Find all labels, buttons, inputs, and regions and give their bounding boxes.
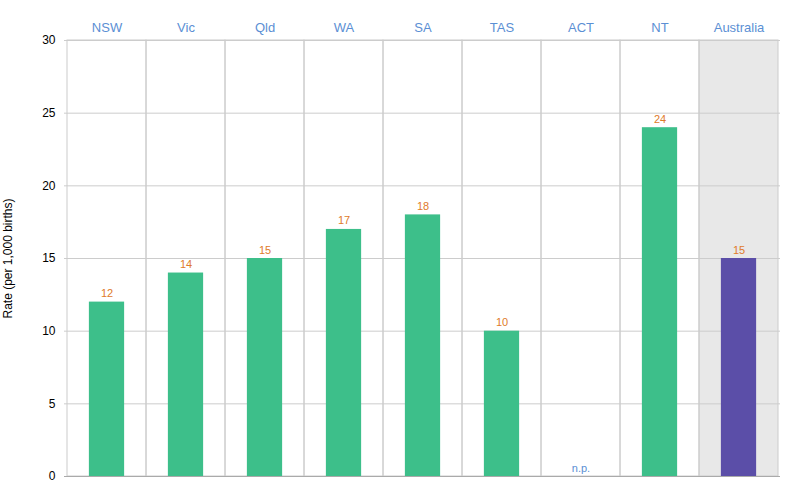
svg-text:30: 30: [42, 33, 56, 47]
svg-text:ACT: ACT: [568, 20, 594, 35]
svg-text:TAS: TAS: [490, 20, 515, 35]
svg-text:NSW: NSW: [92, 20, 123, 35]
svg-text:WA: WA: [334, 20, 355, 35]
svg-text:12: 12: [101, 287, 113, 299]
svg-text:20: 20: [42, 179, 56, 193]
svg-text:24: 24: [654, 113, 666, 125]
svg-text:Australia: Australia: [714, 20, 765, 35]
svg-text:18: 18: [417, 200, 429, 212]
svg-text:15: 15: [42, 251, 56, 265]
svg-text:Qld: Qld: [255, 20, 275, 35]
svg-text:SA: SA: [414, 20, 432, 35]
svg-text:14: 14: [180, 258, 192, 270]
svg-text:10: 10: [42, 324, 56, 338]
svg-text:0: 0: [49, 469, 56, 483]
svg-text:5: 5: [49, 397, 56, 411]
svg-text:n.p.: n.p.: [572, 462, 590, 474]
svg-text:Vic: Vic: [177, 20, 195, 35]
svg-text:Rate (per 1,000 births): Rate (per 1,000 births): [1, 198, 15, 318]
svg-text:NT: NT: [651, 20, 668, 35]
svg-text:17: 17: [338, 214, 350, 226]
svg-text:10: 10: [496, 316, 508, 328]
svg-text:25: 25: [42, 106, 56, 120]
svg-text:15: 15: [259, 244, 271, 256]
svg-text:15: 15: [733, 244, 745, 256]
